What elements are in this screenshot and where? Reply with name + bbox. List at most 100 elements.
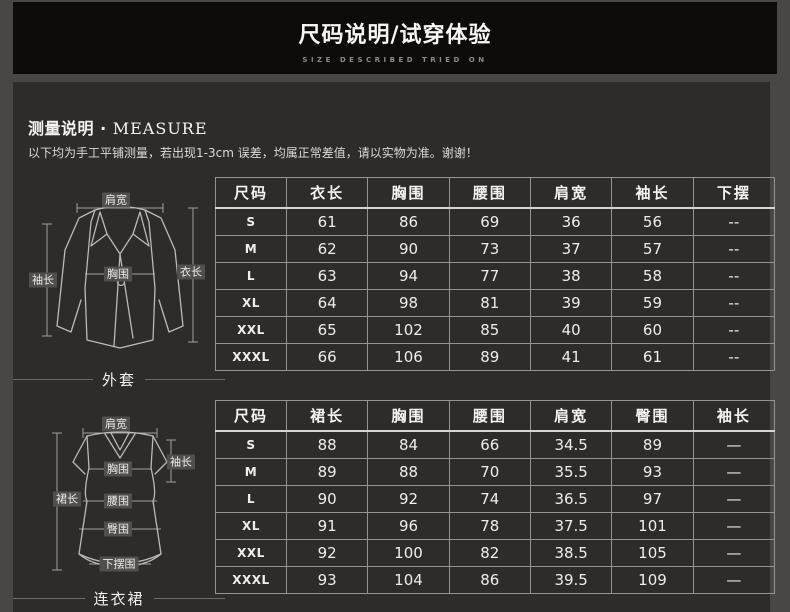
table-row: M 89 88 70 35.5 93—	[215, 458, 776, 486]
value-cell: 88	[285, 430, 369, 459]
value-cell: 37.5	[529, 512, 613, 540]
value-cell: 61	[611, 343, 694, 371]
value-cell: —	[692, 566, 776, 594]
value-cell: 89	[448, 343, 531, 371]
column-header: 衣长	[285, 177, 369, 209]
caption-line	[13, 378, 93, 380]
value-cell: 41	[529, 343, 613, 371]
size-cell: L	[215, 262, 287, 290]
value-cell: 78	[448, 512, 531, 540]
column-header: 胸围	[367, 177, 450, 209]
table-row: M 62 90 73 37 57 --	[215, 235, 776, 263]
size-cell: XXL	[215, 539, 287, 567]
value-cell: 70	[448, 458, 531, 486]
jacket-diagram: 肩宽 袖长 胸围 衣长	[21, 188, 219, 370]
measure-note: 以下均为手工平铺测量，若出现1-3cm 误差，均属正常差值，请以实物为准。谢谢！	[28, 146, 478, 160]
jacket-sleeve-label: 袖长	[29, 272, 57, 288]
table-row: XXL 65 102 85 40 60 --	[215, 316, 776, 344]
value-cell: 89	[611, 430, 694, 459]
table-row: XL 91 96 78 37.5 101—	[215, 512, 776, 540]
size-cell: XXXL	[215, 343, 287, 371]
value-cell: --	[692, 207, 776, 236]
column-header: 尺码	[215, 177, 287, 209]
value-cell: --	[692, 316, 776, 344]
value-cell: 81	[448, 289, 531, 317]
value-cell: 62	[285, 235, 369, 263]
dress-hem-label: 下摆围	[99, 556, 139, 572]
caption-line	[153, 597, 226, 599]
column-header: 腰围	[448, 177, 531, 209]
dress-skirt-length-label: 裙长	[53, 491, 81, 507]
measure-heading-zh: 测量说明	[28, 119, 95, 138]
value-cell: 92	[285, 539, 369, 567]
table-row: S 88 84 66 34.5 89—	[215, 430, 776, 459]
size-cell: M	[215, 458, 287, 486]
jacket-length-label: 衣长	[177, 264, 205, 280]
caption-line	[13, 597, 85, 599]
jacket-shoulder-label: 肩宽	[102, 192, 130, 208]
jacket-bust-label: 胸围	[104, 266, 132, 282]
measure-panel: 测量说明 · MEASURE 以下均为手工平铺测量，若出现1-3cm 误差，均属…	[13, 82, 776, 612]
table-row: L 63 94 77 38 58 --	[215, 262, 776, 290]
banner: 尺码说明/试穿体验 SIZE DESCRIBED TRIED ON	[13, 2, 777, 74]
value-cell: 58	[611, 262, 694, 290]
value-cell: 35.5	[529, 458, 613, 486]
value-cell: 59	[611, 289, 694, 317]
value-cell: 63	[285, 262, 369, 290]
value-cell: 92	[367, 485, 450, 513]
value-cell: 73	[448, 235, 531, 263]
value-cell: —	[692, 485, 776, 513]
value-cell: 36	[529, 207, 613, 236]
size-cell: XXXL	[215, 566, 287, 594]
value-cell: 60	[611, 316, 694, 344]
size-cell: S	[215, 207, 287, 236]
table-header-row: 尺码 衣长 胸围 腰围 肩宽 袖长 下摆	[215, 177, 776, 209]
value-cell: 90	[367, 235, 450, 263]
value-cell: 86	[367, 207, 450, 236]
table-row: XXL 92 100 82 38.5 105—	[215, 539, 776, 567]
value-cell: —	[692, 430, 776, 459]
value-cell: 93	[611, 458, 694, 486]
value-cell: 94	[367, 262, 450, 290]
value-cell: --	[692, 343, 776, 371]
value-cell: 96	[367, 512, 450, 540]
page-title: 尺码说明/试穿体验	[298, 23, 492, 48]
value-cell: 101	[611, 512, 694, 540]
value-cell: 97	[611, 485, 694, 513]
column-header: 肩宽	[529, 177, 613, 209]
column-header: 胸围	[367, 400, 450, 432]
value-cell: --	[692, 235, 776, 263]
value-cell: --	[692, 262, 776, 290]
dress-shoulder-label: 肩宽	[102, 416, 130, 432]
value-cell: 74	[448, 485, 531, 513]
size-cell: XXL	[215, 316, 287, 344]
column-header: 腰围	[448, 400, 531, 432]
value-cell: —	[692, 539, 776, 567]
value-cell: 38	[529, 262, 613, 290]
column-header: 下摆	[692, 177, 776, 209]
value-cell: 90	[285, 485, 369, 513]
value-cell: 104	[367, 566, 450, 594]
jacket-caption: 外套	[13, 370, 226, 389]
value-cell: 69	[448, 207, 531, 236]
value-cell: 77	[448, 262, 531, 290]
value-cell: 66	[448, 430, 531, 459]
value-cell: 82	[448, 539, 531, 567]
value-cell: 84	[367, 430, 450, 459]
dress-size-table: 尺码 裙长 胸围 腰围 肩宽 臀围 袖长 S 88 84 66 34.5 89— M 89 88 70 35.5 9…	[215, 400, 776, 594]
table-row: S 61 86 69 36 56 --	[215, 207, 776, 236]
value-cell: 38.5	[529, 539, 613, 567]
column-header: 肩宽	[529, 400, 613, 432]
value-cell: 89	[285, 458, 369, 486]
size-cell: XL	[215, 512, 287, 540]
value-cell: 37	[529, 235, 613, 263]
value-cell: 86	[448, 566, 531, 594]
column-header: 袖长	[692, 400, 776, 432]
value-cell: 88	[367, 458, 450, 486]
measure-heading-en: MEASURE	[112, 119, 208, 138]
dress-waist-label: 腰围	[104, 493, 132, 509]
value-cell: 102	[367, 316, 450, 344]
column-header: 臀围	[611, 400, 694, 432]
value-cell: 106	[367, 343, 450, 371]
